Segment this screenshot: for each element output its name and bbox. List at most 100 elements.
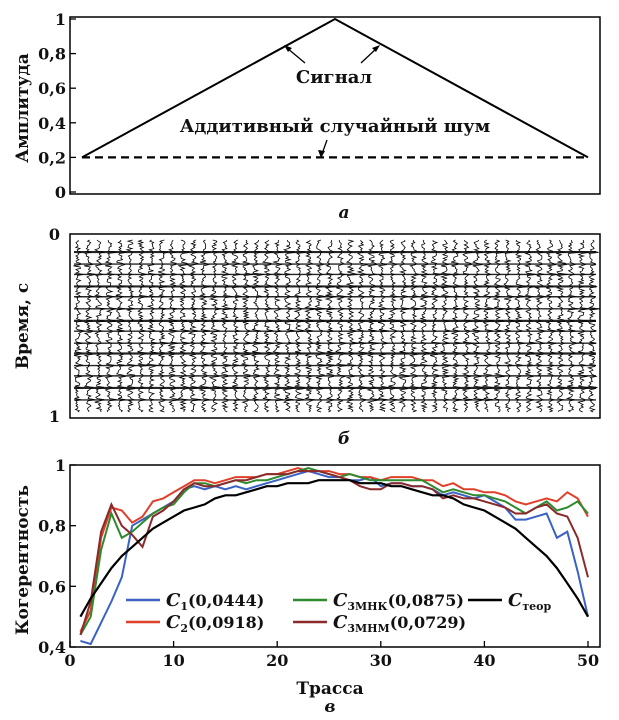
- seismic-trace: [419, 239, 432, 413]
- seismic-trace: [514, 239, 527, 413]
- seismic-trace: [272, 239, 284, 413]
- panel-c-ytick-label: 1: [55, 456, 66, 475]
- panel-a-yticks: 0 0,2 0,4 0,6 0,8 1: [38, 10, 76, 202]
- seismic-trace: [104, 239, 117, 413]
- seismic-trace: [471, 239, 484, 412]
- legend: C1(0,0444)C2(0,0918) C3МНК(0,0875)C3МНМ(0…: [126, 590, 551, 635]
- panel-b-ylabel: Время, с: [13, 283, 33, 370]
- seismic-trace: [440, 239, 453, 413]
- panel-a-ytick-label: 0: [55, 183, 66, 202]
- arrowhead-signal-left: [284, 45, 292, 52]
- panel-a-ytick-label: 1: [55, 10, 66, 29]
- panel-a-ytick-label: 0,2: [38, 148, 66, 167]
- panel-c-letter: в: [324, 697, 335, 716]
- seismic-trace: [240, 239, 254, 413]
- panel-b-ytick-1: 1: [49, 407, 60, 426]
- panel-c-xtick-label: 20: [266, 651, 288, 670]
- arrow-signal-right: [360, 47, 378, 64]
- panel-a-ytick-label: 0,8: [38, 45, 66, 64]
- seismic-trace: [177, 239, 191, 413]
- seismic-traces: [73, 239, 600, 413]
- seismic-trace: [345, 239, 359, 413]
- arrowhead-noise: [318, 150, 325, 158]
- signal-line: [81, 17, 589, 159]
- panel-c-xtick-label: 50: [577, 651, 599, 670]
- seismic-trace: [73, 239, 85, 413]
- seismic-trace: [587, 239, 600, 413]
- seismic-trace: [461, 239, 474, 413]
- seismic-trace: [261, 239, 274, 413]
- panel-b-ytick-0: 0: [49, 225, 60, 244]
- panel-c-ytick-label: 0,4: [38, 638, 66, 657]
- arrowhead-signal-right: [372, 45, 380, 52]
- panel-c-frame: [69, 464, 601, 648]
- legend-label: C3МНМ(0,0729): [333, 612, 466, 635]
- panel-a-series: [81, 17, 589, 159]
- seismic-trace: [481, 239, 495, 413]
- seismic-trace: [377, 239, 390, 413]
- seismic-trace: [208, 239, 221, 413]
- seismic-trace: [398, 239, 410, 413]
- seismic-trace: [545, 239, 558, 413]
- panel-c-xtick-label: 10: [162, 651, 184, 670]
- seismic-trace: [324, 239, 337, 413]
- panel-a-ylabel: Амплитуда: [13, 53, 33, 162]
- seismic-trace: [565, 239, 579, 413]
- panel-c-yticks: 0,4 0,6 0,8 1: [38, 456, 76, 657]
- panel-c-xticks: 0 10 20 30 40 50: [64, 641, 599, 670]
- seismic-trace: [83, 239, 96, 412]
- panel-c-ylabel: Когерентность: [13, 485, 33, 635]
- arrow-signal-left: [286, 47, 306, 64]
- legend-label: C2(0,0918): [166, 612, 264, 635]
- panel-c-ytick-label: 0,8: [38, 517, 66, 536]
- panel-b-seismogram: Время, с 0 1 б: [13, 225, 601, 449]
- seismic-trace: [230, 239, 242, 412]
- legend-label: C3МНК(0,0875): [333, 590, 464, 613]
- seismic-trace: [304, 239, 317, 413]
- legend-label: Cтеор: [508, 590, 551, 613]
- seismic-trace: [293, 239, 306, 413]
- panel-a-amplitude: Амплитуда 0 0,2 0,4 0,6 0,8 1 Сигнал Аддитивн…: [13, 10, 601, 223]
- panel-c-coherence: Когерентность 0,4 0,6 0,8 1 0 10 20 30 40 50 C1(…: [13, 456, 601, 717]
- seismic-trace: [314, 239, 326, 413]
- seismic-trace: [356, 239, 368, 413]
- seismic-trace: [167, 239, 180, 413]
- seismic-trace: [503, 239, 516, 413]
- seismic-trace: [334, 239, 347, 413]
- seismic-trace: [125, 239, 137, 413]
- seismic-trace: [187, 239, 202, 413]
- panel-c-xlabel: Трасса: [296, 679, 363, 699]
- seismic-trace: [220, 239, 233, 413]
- seismic-trace: [387, 239, 400, 413]
- panel-c-series: [79, 466, 589, 646]
- panel-a-ytick-label: 0,6: [38, 79, 66, 98]
- seismic-trace: [198, 239, 211, 413]
- seismic-trace: [523, 239, 537, 413]
- panel-c-ytick-label: 0,6: [38, 577, 66, 596]
- seismic-trace: [534, 239, 547, 413]
- seismic-trace: [137, 239, 149, 413]
- seismic-trace: [93, 239, 106, 413]
- annotation-noise: Аддитивный случайный шум: [180, 116, 491, 137]
- seismic-trace: [282, 239, 296, 413]
- seismic-trace: [115, 239, 127, 413]
- seismic-trace: [555, 239, 568, 413]
- panel-b-letter: б: [338, 429, 350, 449]
- seismic-trace: [430, 239, 443, 413]
- seismic-trace: [157, 239, 169, 413]
- panel-a-letter: а: [338, 203, 349, 223]
- seismic-trace: [450, 239, 462, 413]
- coherence-series-1: [79, 466, 589, 633]
- panel-c-xtick-label: 40: [473, 651, 495, 670]
- annotation-signal: Сигнал: [296, 67, 373, 88]
- panel-a-ytick-label: 0,4: [38, 114, 66, 133]
- seismic-trace: [250, 239, 264, 413]
- seismic-trace: [366, 239, 380, 413]
- coherence-series-4: [79, 479, 589, 618]
- seismic-trace: [146, 239, 159, 413]
- seismic-trace: [492, 239, 506, 413]
- panel-c-xtick-label: 30: [370, 651, 392, 670]
- seismic-trace: [408, 239, 422, 413]
- panel-a-frame: [69, 16, 601, 195]
